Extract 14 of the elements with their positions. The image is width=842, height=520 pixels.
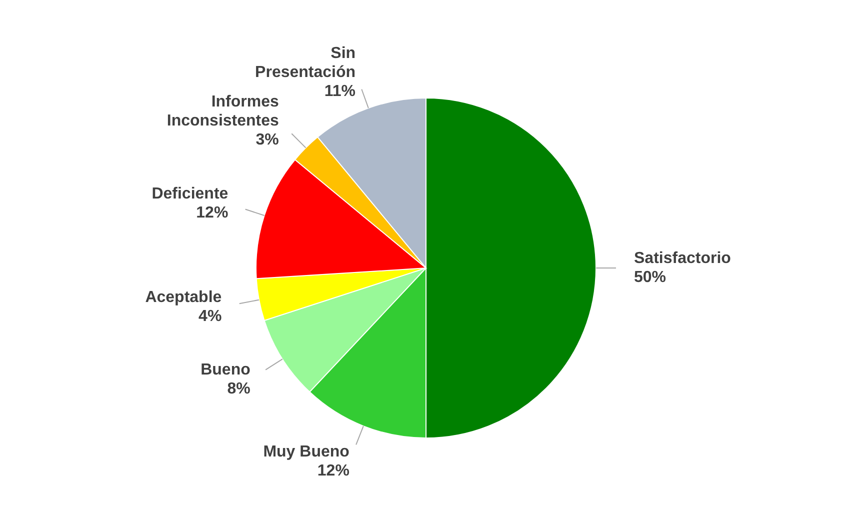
data-label: 11% [324, 82, 356, 100]
slice-label: Sin Presentación [255, 44, 356, 81]
slice-label: Aceptable [145, 288, 222, 306]
slice-label: Informes Inconsistentes [166, 93, 280, 130]
data-label: 8% [227, 380, 250, 398]
slice-label: Deficiente [152, 186, 228, 203]
data-label: 50% [634, 269, 666, 286]
data-label: 3% [256, 131, 279, 148]
data-label: 12% [196, 204, 228, 222]
slice-label: Satisfactorio [634, 250, 732, 267]
data-label: 12% [317, 462, 350, 480]
slice-label: Bueno [200, 361, 251, 378]
data-label: 4% [198, 308, 222, 325]
slice-label: Muy Bueno [263, 443, 350, 460]
